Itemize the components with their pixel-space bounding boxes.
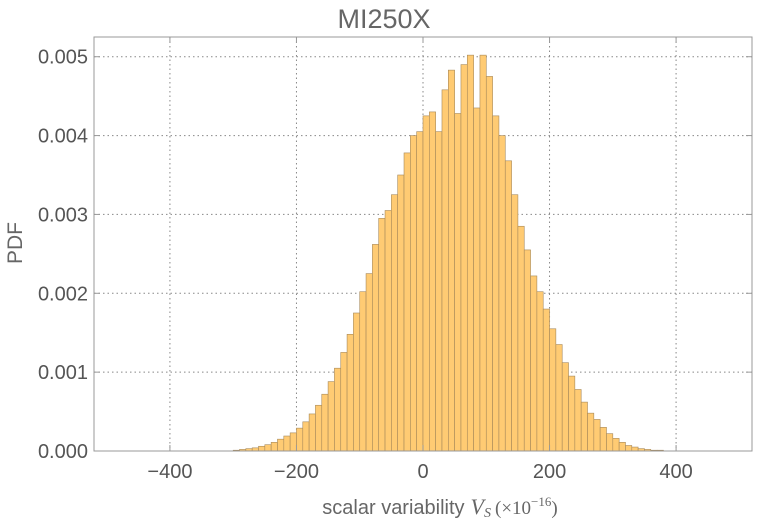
- histogram-bar: [422, 115, 430, 452]
- histogram-bar: [593, 419, 601, 452]
- histogram-bar: [631, 446, 639, 452]
- x-tick-label: 0: [417, 461, 428, 483]
- histogram-bar: [308, 413, 316, 452]
- histogram-bar: [397, 174, 405, 452]
- histogram-bar: [599, 427, 607, 452]
- histogram-bar: [410, 135, 417, 452]
- histogram-bar: [365, 273, 373, 452]
- histogram-bar: [391, 194, 398, 452]
- histogram-bar: [264, 444, 272, 452]
- histogram-bar: [378, 218, 386, 452]
- histogram-bar: [511, 194, 519, 452]
- histogram-bars: [232, 54, 664, 452]
- histogram-bar: [416, 131, 424, 452]
- histogram-bar: [574, 389, 582, 452]
- histogram-bar: [555, 344, 563, 452]
- histogram-bar: [606, 433, 614, 452]
- histogram-bar: [315, 404, 323, 452]
- histogram-bar: [517, 225, 525, 452]
- histogram-bar: [530, 275, 538, 452]
- histogram-bar: [504, 160, 512, 452]
- histogram-bar: [429, 111, 436, 452]
- histogram-bar: [403, 152, 411, 452]
- histogram-bar: [302, 421, 310, 452]
- histogram-bar: [612, 438, 620, 452]
- histogram-bar: [441, 89, 449, 452]
- histogram-bar: [485, 76, 493, 452]
- histogram-bar: [346, 333, 354, 452]
- histogram-bar: [372, 244, 380, 452]
- x-tick-label: −400: [147, 461, 192, 483]
- y-tick-label: 0.003: [38, 204, 88, 226]
- histogram-bar: [270, 442, 278, 452]
- x-axis-label-text: scalar variability: [322, 497, 465, 519]
- x-axis-unit: (×10−16): [495, 494, 558, 519]
- histogram-bar: [334, 367, 342, 452]
- histogram-bar: [460, 64, 468, 452]
- histogram-bar: [466, 54, 474, 452]
- histogram-bar: [523, 249, 531, 452]
- histogram-bar: [473, 107, 481, 452]
- histogram-bar: [435, 131, 443, 452]
- y-tick-label: 0.002: [38, 283, 88, 305]
- histogram-bar: [618, 442, 626, 452]
- histogram-bar: [258, 445, 266, 452]
- histogram-bar: [283, 435, 291, 452]
- histogram-bar: [568, 375, 576, 452]
- histogram-bar: [549, 328, 557, 452]
- histogram-bar: [625, 445, 633, 452]
- histogram-bar: [587, 412, 595, 452]
- histogram-bar: [542, 308, 550, 452]
- histogram-bar: [454, 113, 462, 452]
- histogram-bar: [498, 135, 506, 452]
- x-tick-label: −200: [274, 461, 319, 483]
- histogram-bar: [277, 438, 285, 452]
- x-axis-symbol: VS: [470, 494, 491, 521]
- histogram-bar: [561, 362, 569, 452]
- x-tick-label: 200: [533, 461, 566, 483]
- histogram-bar: [353, 312, 361, 452]
- histogram-bar: [580, 401, 588, 452]
- histogram-bar: [479, 54, 487, 452]
- histogram-bar: [296, 427, 304, 452]
- histogram-bar: [327, 381, 335, 452]
- histogram-bar: [340, 352, 348, 452]
- histogram-bar: [536, 291, 544, 452]
- histogram-bar: [321, 393, 329, 452]
- histogram-bar: [448, 69, 455, 452]
- x-tick-label: 400: [659, 461, 692, 483]
- y-axis-label: PDF: [4, 222, 27, 264]
- axis-ticks: −400 −200 0 200 400 0.000 0.001 0.002 0.003 0.004…: [38, 37, 752, 483]
- histogram-bar: [492, 115, 500, 452]
- chart-title: MI250X: [337, 4, 431, 34]
- x-axis-label: scalar variability VS (×10−16): [322, 494, 557, 522]
- y-tick-label: 0.001: [38, 362, 88, 384]
- y-tick-label: 0.000: [38, 441, 88, 463]
- histogram-bar: [384, 210, 392, 452]
- histogram-bar: [289, 432, 297, 452]
- y-tick-label: 0.005: [38, 47, 88, 69]
- histogram-bar: [359, 291, 367, 452]
- y-tick-label: 0.004: [38, 126, 88, 148]
